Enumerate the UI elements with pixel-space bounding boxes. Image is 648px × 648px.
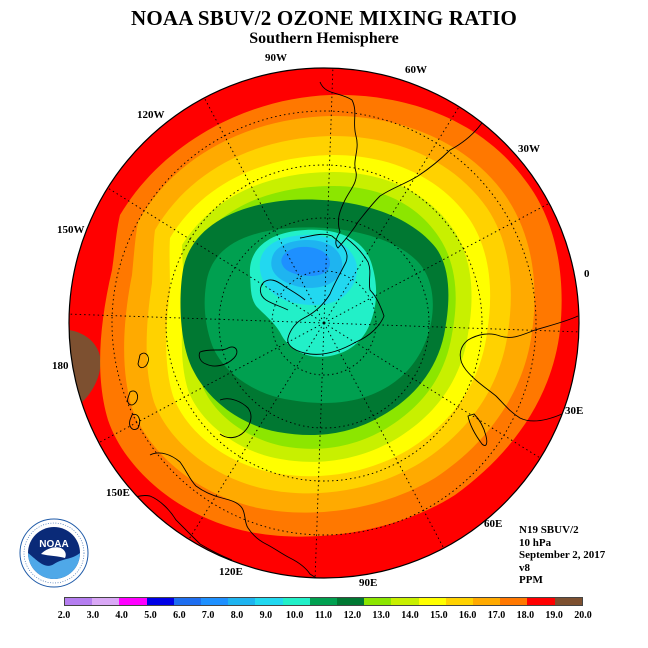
colorbar-tick-label: 3.0 bbox=[86, 610, 100, 621]
colorbar-segment bbox=[445, 598, 474, 605]
colorbar-tick-label: 15.0 bbox=[430, 610, 448, 621]
colorbar-tick-label: 13.0 bbox=[372, 610, 390, 621]
colorbar-segment bbox=[418, 598, 446, 605]
colorbar-segment bbox=[146, 598, 174, 605]
latitude-circle-70s bbox=[218, 217, 430, 429]
pressure-level-label: 10 hPa bbox=[519, 536, 552, 549]
australia-coast bbox=[119, 452, 331, 578]
satellite-label: N19 SBUV/2 bbox=[519, 524, 579, 536]
antarctic-peninsula-coast bbox=[198, 346, 252, 439]
contour-6-7 bbox=[281, 246, 330, 276]
colorbar-segment bbox=[119, 598, 147, 605]
madagascar-coast bbox=[467, 413, 488, 447]
lon-label-150w: 150W bbox=[57, 224, 85, 236]
map-border bbox=[68, 67, 580, 579]
colorbar-segment bbox=[309, 598, 338, 605]
version-label: v8 bbox=[519, 561, 530, 574]
ozone-field bbox=[69, 68, 579, 578]
meridian-line bbox=[323, 322, 445, 549]
noaa-logo: NOAA bbox=[19, 518, 89, 588]
colorbar-segment bbox=[228, 598, 256, 605]
noaa-logo-text: NOAA bbox=[39, 539, 68, 550]
lon-label-60e: 60E bbox=[484, 518, 503, 530]
latitude-circle-50s bbox=[111, 110, 537, 536]
lon-label-90e: 90E bbox=[359, 577, 378, 589]
colorbar-segment bbox=[554, 598, 582, 605]
colorbar-tick-label: 11.0 bbox=[315, 610, 332, 621]
meridian-line bbox=[323, 322, 579, 333]
meridian-line bbox=[314, 322, 325, 578]
latitude-circle-80s bbox=[271, 270, 377, 376]
meridian-line bbox=[203, 97, 325, 324]
latitude-circle-60s bbox=[165, 164, 483, 482]
product-info: N19 SBUV/2 10 hPa September 2, 2017 v8 P… bbox=[519, 524, 605, 587]
meridian-line bbox=[323, 106, 460, 324]
colorbar-tick-label: 18.0 bbox=[516, 610, 535, 621]
colorbar-segment bbox=[500, 598, 528, 605]
colorbar-segment bbox=[65, 598, 93, 605]
meridian-line bbox=[188, 322, 325, 540]
colorbar-tick-label: 9.0 bbox=[259, 610, 273, 621]
meridian-line bbox=[107, 187, 325, 324]
colorbar-tick-label: 19.0 bbox=[545, 610, 563, 621]
graticule bbox=[111, 110, 537, 536]
colorbar-segment bbox=[201, 598, 229, 605]
lon-label-120w: 120W bbox=[137, 109, 165, 121]
colorbar-tick-label: 2.0 bbox=[57, 610, 71, 621]
colorbar-tick-label: 8.0 bbox=[230, 610, 244, 621]
colorbar-tick-label: 5.0 bbox=[144, 610, 157, 621]
colorbar-segment bbox=[337, 598, 365, 605]
meridian-line bbox=[69, 313, 325, 324]
colorbar-segment bbox=[255, 598, 283, 605]
meridian-line bbox=[323, 322, 541, 459]
lon-label-0: 0 bbox=[584, 268, 590, 280]
meridian-line bbox=[323, 68, 334, 324]
colorbar-segment bbox=[282, 598, 310, 605]
new-zealand-coast bbox=[127, 352, 149, 431]
colorbar bbox=[64, 597, 583, 606]
colorbar-tick-label: 4.0 bbox=[115, 610, 128, 621]
colorbar-segment bbox=[364, 598, 392, 605]
colorbar-tick-label: 7.0 bbox=[201, 610, 215, 621]
colorbar-tick-label: 12.0 bbox=[343, 610, 362, 621]
colorbar-tick-label: 6.0 bbox=[173, 610, 186, 621]
units-label: PPM bbox=[519, 574, 543, 586]
date-label: September 2, 2017 bbox=[519, 549, 606, 561]
colorbar-tick-label: 10.0 bbox=[285, 610, 304, 621]
lon-label-30e: 30E bbox=[565, 405, 584, 417]
colorbar-tick-label: 16.0 bbox=[458, 610, 477, 621]
lon-label-90w: 90W bbox=[265, 52, 287, 64]
meridian-line bbox=[323, 202, 550, 324]
meridians bbox=[69, 68, 579, 578]
lon-label-120e: 120E bbox=[219, 566, 243, 578]
colorbar-segment bbox=[391, 598, 419, 605]
antarctica-coast bbox=[259, 233, 385, 355]
colorbar-tick-label: 20.0 bbox=[574, 610, 592, 621]
lon-label-60w: 60W bbox=[405, 64, 427, 76]
lon-label-30w: 30W bbox=[518, 143, 540, 155]
africa-coast bbox=[459, 315, 579, 422]
meridian-line bbox=[98, 322, 325, 444]
colorbar-segment bbox=[92, 598, 120, 605]
lon-label-180: 180 bbox=[52, 360, 69, 372]
map-title: NOAA SBUV/2 OZONE MIXING RATIO bbox=[131, 6, 517, 30]
map-subtitle: Southern Hemisphere bbox=[249, 30, 399, 47]
colorbar-segment bbox=[473, 598, 501, 605]
colorbar-segment bbox=[173, 598, 202, 605]
colorbar-tick-label: 17.0 bbox=[487, 610, 506, 621]
colorbar-tick-label: 14.0 bbox=[401, 610, 419, 621]
colorbar-segment bbox=[527, 598, 555, 605]
lon-label-150e: 150E bbox=[106, 487, 130, 499]
